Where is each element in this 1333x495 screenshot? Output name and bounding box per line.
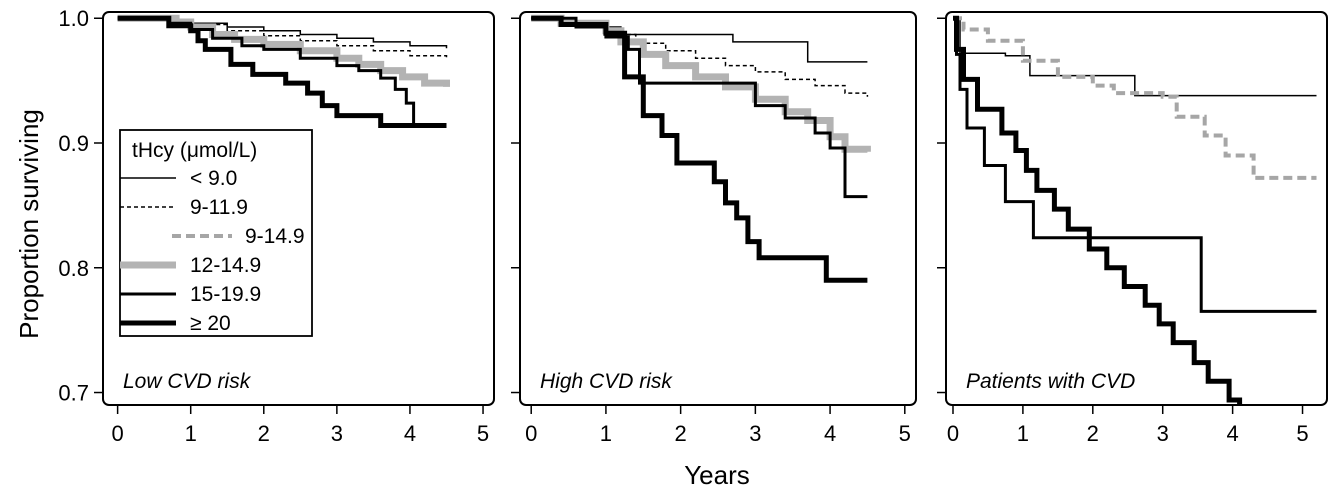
panel-label: Low CVD risk xyxy=(123,370,252,393)
series-line-dotted xyxy=(117,17,448,60)
x-tick-label: 2 xyxy=(1087,421,1099,446)
y-tick-label: 1.0 xyxy=(58,6,89,31)
x-tick-label: 2 xyxy=(675,421,687,446)
x-tick-label: 4 xyxy=(1226,421,1238,446)
series-line-extra-thick xyxy=(953,15,1243,405)
y-tick-label: 0.7 xyxy=(58,381,89,406)
series-line-extra-thick xyxy=(531,15,868,283)
x-tick-label: 3 xyxy=(1157,421,1169,446)
y-axis-title: Proportion surviving xyxy=(14,109,44,339)
x-tick-label: 5 xyxy=(899,421,911,446)
legend-label: 15-19.9 xyxy=(190,283,261,306)
x-tick-label: 2 xyxy=(258,421,270,446)
x-tick-label: 1 xyxy=(185,421,197,446)
x-tick-label: 3 xyxy=(749,421,761,446)
series-group xyxy=(953,15,1317,405)
panel-2: 0 1 2 3 4 5 High CVD risk xyxy=(511,11,917,446)
legend-label: 9-11.9 xyxy=(190,196,248,219)
x-tick-label: 0 xyxy=(111,421,123,446)
legend: tHcy (μmol/L) < 9.0 9-11.9 9-14.9 12-14.9 15-… xyxy=(119,129,313,337)
x-tick-label: 1 xyxy=(1017,421,1029,446)
legend-label: < 9.0 xyxy=(190,167,237,190)
panel-3: 0 1 2 3 4 5 Patients with CVD xyxy=(937,11,1328,446)
series-line-gray-dashed xyxy=(953,16,1317,180)
y-tick-label: 0.8 xyxy=(58,256,89,281)
legend-label: 12-14.9 xyxy=(190,254,261,277)
x-axis-title: Years xyxy=(684,460,750,490)
x-tick-label: 5 xyxy=(1296,421,1308,446)
x-tick-label: 3 xyxy=(331,421,343,446)
plot-frame xyxy=(945,11,1328,406)
x-tick-label: 0 xyxy=(525,421,537,446)
series-group xyxy=(531,14,871,283)
series-group xyxy=(117,14,450,128)
x-tick-label: 4 xyxy=(404,421,416,446)
x-tick-label: 1 xyxy=(600,421,612,446)
legend-label: ≥ 20 xyxy=(190,312,231,335)
series-line-thin xyxy=(953,17,1317,97)
plot-frame xyxy=(102,11,495,406)
plot-frame xyxy=(519,11,917,406)
x-tick-label: 4 xyxy=(824,421,836,446)
x-tick-label: 5 xyxy=(477,421,489,446)
series-line-dotted xyxy=(531,17,869,97)
legend-box xyxy=(119,129,313,337)
x-tick-label: 0 xyxy=(947,421,959,446)
panel-label: High CVD risk xyxy=(540,370,673,393)
series-line-extra-thick xyxy=(117,15,447,128)
series-line-medium xyxy=(531,16,868,199)
panel-1: 0.7 0.8 0.9 1.0 0 1 2 3 4 5 Low CVD risk xyxy=(58,6,495,446)
legend-title: tHcy (μmol/L) xyxy=(132,139,257,162)
panels-group: 0.7 0.8 0.9 1.0 0 1 2 3 4 5 Low CVD risk 0 1 2 3 4 5 High… xyxy=(58,6,1328,446)
y-tick-label: 0.9 xyxy=(58,131,89,156)
series-line-medium xyxy=(953,16,1317,313)
legend-label: 9-14.9 xyxy=(245,225,305,248)
panel-label: Patients with CVD xyxy=(966,370,1135,393)
